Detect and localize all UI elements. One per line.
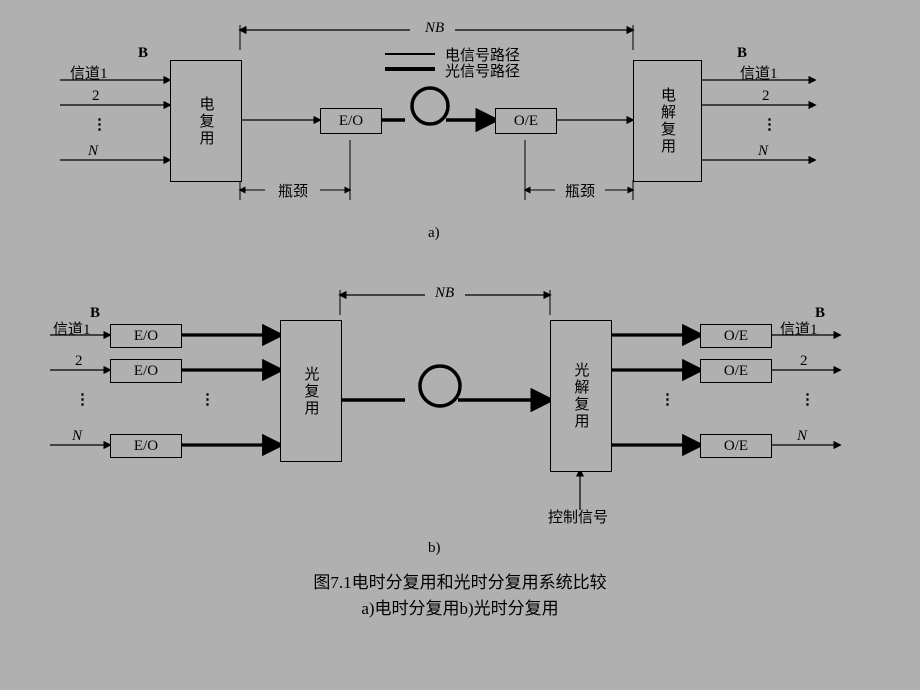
- a-sublabel: a): [428, 225, 440, 242]
- eo-box-b3: E/O: [110, 434, 182, 458]
- ch1-right-a: 信道1: [740, 62, 778, 83]
- dots-eo: ⋮: [200, 390, 217, 409]
- oe-box-a: O/E: [495, 108, 557, 134]
- dots-left-b: ⋮: [75, 390, 92, 409]
- eo-box-b2: E/O: [110, 359, 182, 383]
- ch2-left-a: 2: [92, 88, 100, 105]
- opt-mux-label: 光复用: [301, 366, 322, 417]
- control-signal-label: 控制信号: [548, 506, 608, 527]
- figure-caption: 图7.1电时分复用和光时分复用系统比较 a)电时分复用b)光时分复用: [0, 570, 920, 621]
- opt-mux-box: 光复用: [280, 320, 342, 462]
- caption-line1: 图7.1电时分复用和光时分复用系统比较: [0, 570, 920, 596]
- legend-line-thin: [385, 53, 435, 55]
- opt-demux-box: 光解复用: [550, 320, 612, 472]
- ch1-left-a: 信道1: [70, 62, 108, 83]
- ch2-right-b: 2: [800, 353, 808, 370]
- legend-line-thick: [385, 67, 435, 71]
- ch2-left-b: 2: [75, 353, 83, 370]
- dots-left-a: ⋮: [92, 115, 109, 134]
- oe-label-a: O/E: [514, 113, 538, 130]
- ch2-right-a: 2: [762, 88, 770, 105]
- bottleneck-left: 瓶颈: [278, 180, 308, 201]
- legend-optical: 光信号路径: [445, 60, 520, 81]
- eo-box-b1: E/O: [110, 324, 182, 348]
- elec-mux-box: 电复用: [170, 60, 242, 182]
- oe-b1-label: O/E: [724, 328, 748, 345]
- eo-b3-label: E/O: [134, 438, 158, 455]
- oe-box-b3: O/E: [700, 434, 772, 458]
- b-left-b: B: [90, 305, 100, 322]
- chN-right-a: N: [758, 143, 768, 160]
- eo-b1-label: E/O: [134, 328, 158, 345]
- chN-left-a: N: [88, 143, 98, 160]
- elec-demux-label: 电解复用: [657, 87, 678, 155]
- nb-label-a: NB: [425, 20, 444, 37]
- ch1-right-b: 信道1: [780, 318, 818, 339]
- eo-b2-label: E/O: [134, 363, 158, 380]
- ch1-left-b: 信道1: [53, 318, 91, 339]
- chN-left-b: N: [72, 428, 82, 445]
- dots-right-a: ⋮: [762, 115, 779, 134]
- oe-box-b2: O/E: [700, 359, 772, 383]
- eo-box-a: E/O: [320, 108, 382, 134]
- elec-mux-label: 电复用: [196, 96, 217, 147]
- caption-line2: a)电时分复用b)光时分复用: [0, 596, 920, 622]
- b-sublabel: b): [428, 540, 441, 557]
- oe-b3-label: O/E: [724, 438, 748, 455]
- oe-box-b1: O/E: [700, 324, 772, 348]
- dots-oe: ⋮: [660, 390, 677, 409]
- nb-label-b: NB: [435, 285, 454, 302]
- elec-demux-box: 电解复用: [633, 60, 702, 182]
- chN-right-b: N: [797, 428, 807, 445]
- opt-demux-label: 光解复用: [571, 362, 592, 430]
- dots-right-b: ⋮: [800, 390, 817, 409]
- b-right-a: B: [737, 45, 747, 62]
- bottleneck-right: 瓶颈: [565, 180, 595, 201]
- b-left-a: B: [138, 45, 148, 62]
- oe-b2-label: O/E: [724, 363, 748, 380]
- eo-label-a: E/O: [339, 113, 363, 130]
- diagram-canvas: NB B B 信道1 2 ⋮ N 信道1 2 ⋮ N 电复用 E/O O/E 电…: [0, 0, 920, 690]
